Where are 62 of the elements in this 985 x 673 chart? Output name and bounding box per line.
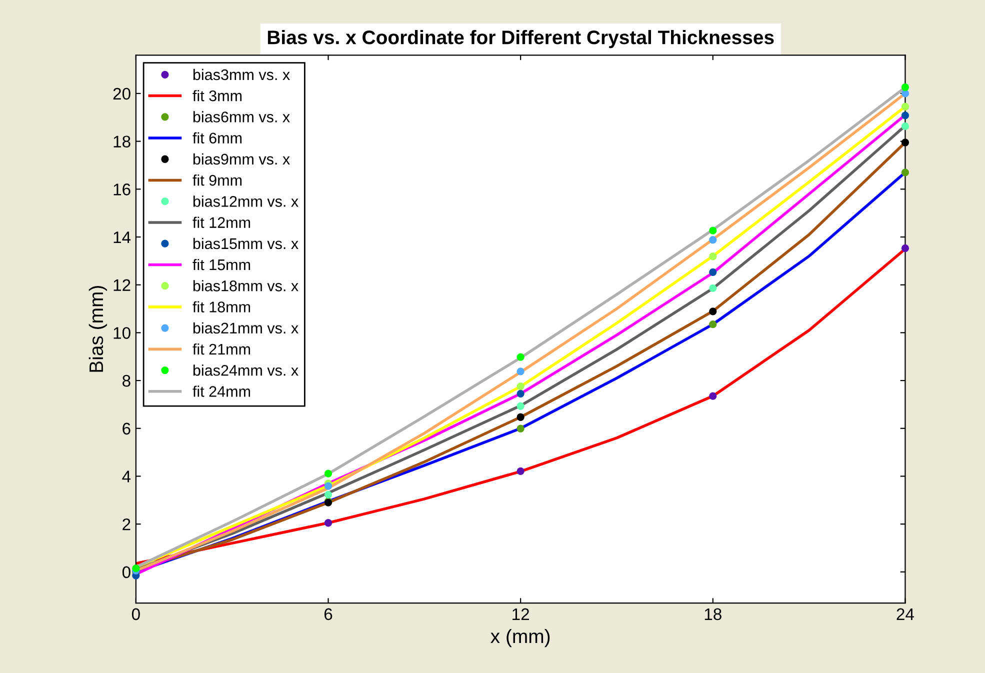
y-tick-label: 2	[122, 518, 130, 530]
point	[901, 102, 910, 110]
point	[709, 268, 717, 276]
point	[516, 382, 524, 390]
point	[709, 392, 717, 400]
y-tick-label: 18	[114, 136, 130, 148]
point	[516, 368, 524, 376]
point	[709, 236, 717, 244]
legend-label: fit 18mm	[192, 301, 250, 312]
y-tick-label: 10	[114, 327, 130, 339]
point	[324, 490, 332, 498]
legend-label: bias9mm vs. x	[193, 153, 290, 165]
legend-label: bias6mm vs. x	[193, 111, 290, 122]
point	[901, 112, 910, 120]
point	[709, 284, 717, 292]
y-tick-label: 20	[113, 88, 130, 100]
y-axis-title: Bias (mm)	[88, 286, 107, 372]
legend-label: fit 15mm	[192, 258, 250, 270]
point	[516, 390, 524, 398]
legend-label: fit 24mm	[192, 386, 250, 397]
x-tick-label: 0	[132, 608, 140, 620]
point	[516, 353, 524, 361]
legend-label: fit 6mm	[192, 132, 242, 144]
point	[516, 424, 524, 432]
point	[901, 90, 910, 98]
legend-label: bias15mm vs. x	[193, 238, 298, 250]
point	[516, 402, 524, 410]
point	[324, 519, 332, 527]
point	[709, 226, 717, 234]
legend-label: bias3mm vs. x	[193, 68, 290, 80]
y-tick-label: 16	[114, 184, 130, 196]
legend-label: fit 12mm	[192, 216, 250, 228]
y-tick-label: 4	[122, 470, 131, 482]
y-tick-label: 6	[122, 422, 130, 435]
point	[901, 168, 910, 176]
legend-label: bias21mm vs. x	[193, 322, 298, 334]
point	[516, 413, 524, 421]
legend-label: bias12mm vs. x	[193, 196, 298, 207]
x-tick-label: 6	[324, 608, 332, 620]
point	[324, 470, 332, 478]
point	[516, 467, 524, 476]
point	[901, 122, 910, 130]
x-tick-label: 18	[704, 608, 722, 620]
y-tick-label: 0	[122, 566, 130, 578]
point	[709, 320, 717, 328]
point	[901, 244, 910, 252]
chart-title: Bias vs. x Coordinate for Different Crystal Thicknesses	[268, 30, 774, 48]
x-tick-label: 24	[896, 608, 914, 620]
legend-label: fit 9mm	[192, 174, 242, 186]
point	[709, 252, 717, 260]
y-tick-label: 14	[114, 232, 131, 244]
x-tick-label: 12	[512, 608, 530, 620]
legend-label: fit 21mm	[192, 343, 250, 355]
legend-label: fit 3mm	[192, 90, 242, 102]
point	[901, 138, 910, 146]
x-axis-title: x (mm)	[490, 628, 550, 648]
y-tick-label: 12	[114, 279, 130, 291]
point	[709, 308, 717, 316]
y-tick-label: 8	[122, 374, 130, 387]
legend-label: bias24mm vs. x	[193, 364, 298, 376]
point	[901, 83, 910, 92]
legend-label: bias18mm vs. x	[193, 280, 298, 292]
